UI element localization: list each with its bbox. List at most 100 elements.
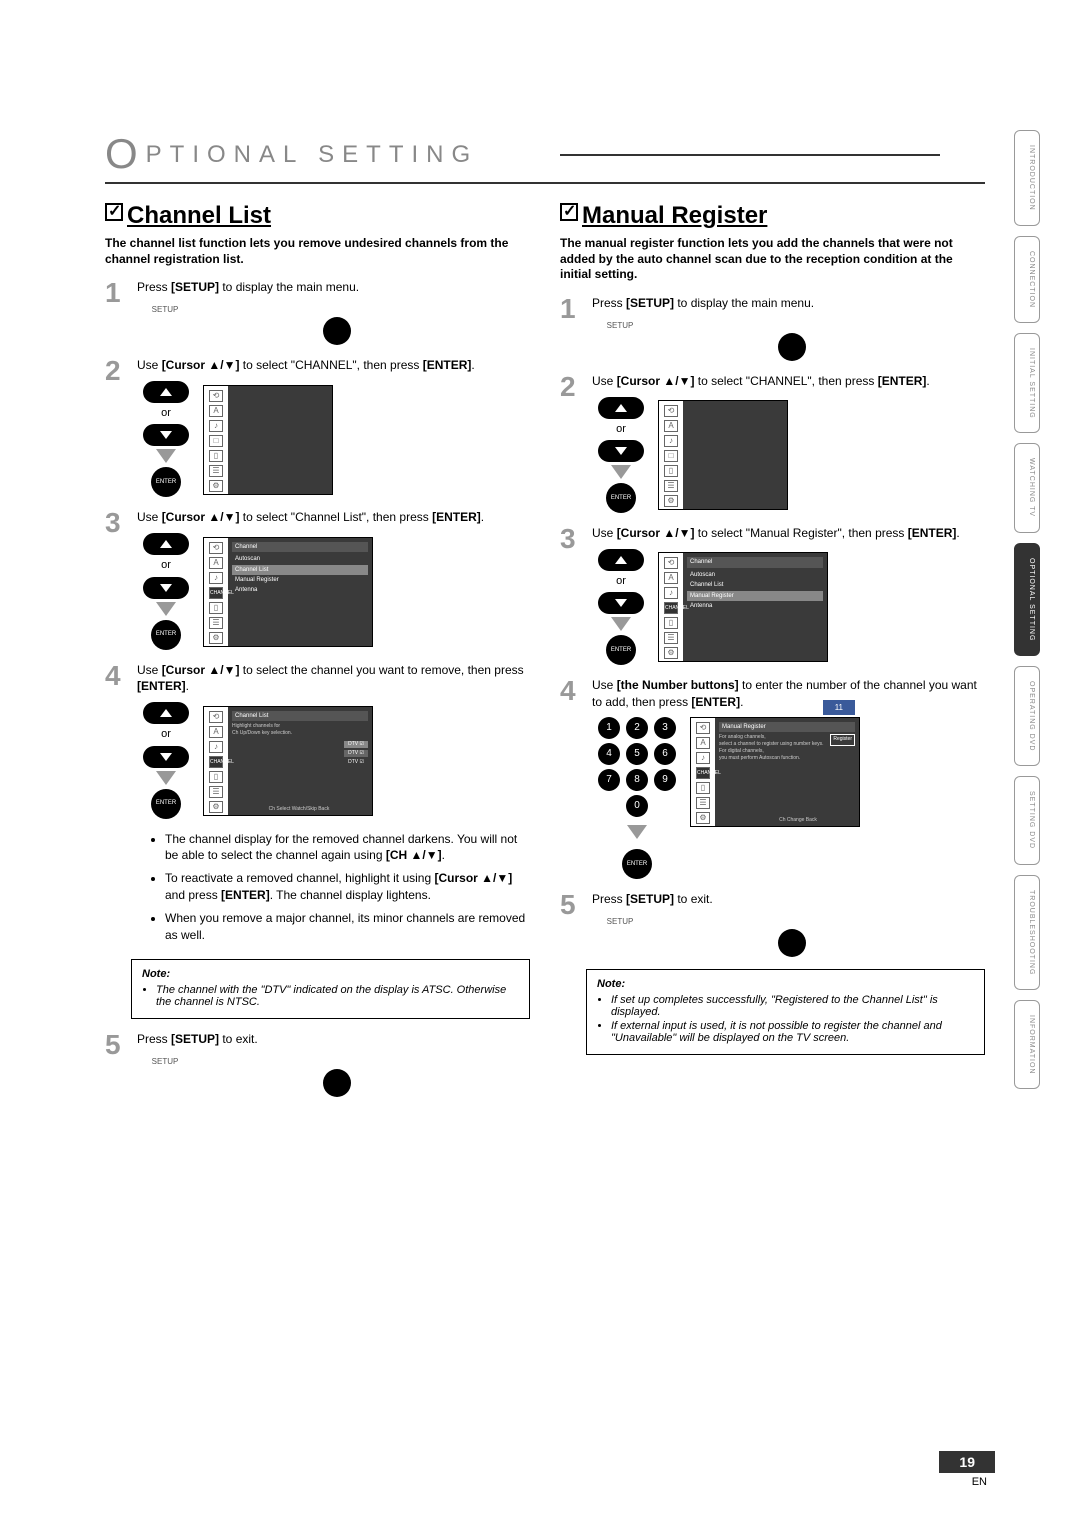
section-header: OPTIONAL SETTING — [105, 130, 985, 184]
checkbox-icon — [105, 203, 123, 221]
step-text: Use [Cursor ▲/▼] to select "CHANNEL", th… — [137, 358, 475, 372]
cursor-buttons-graphic: or ENTER — [598, 396, 644, 515]
channel-menu-screenshot: ⟲A♪CHANNEL▯☰⚙ Channel Autoscan Channel L… — [203, 537, 373, 647]
step-text: Use [Cursor ▲/▼] to select "Channel List… — [137, 510, 484, 524]
step-4: 4 Use [the Number buttons] to enter the … — [560, 677, 985, 881]
step-number: 5 — [560, 891, 582, 959]
tab-connection[interactable]: CONNECTION — [1014, 236, 1040, 323]
cursor-buttons-graphic: or ENTER — [143, 380, 189, 499]
step-number: 2 — [105, 357, 127, 499]
channel-list-section: Channel List The channel list function l… — [105, 202, 530, 1109]
enter-button-icon: ENTER — [622, 849, 652, 879]
page-language: EN — [939, 1476, 987, 1488]
drop-cap: O — [105, 130, 146, 177]
page-footer: 19 EN — [939, 1451, 995, 1488]
step-text: Press [SETUP] to display the main menu. — [137, 280, 359, 294]
menu-screenshot: ⟲A♪□▯☰⚙ — [658, 400, 788, 510]
step-text: Use [Cursor ▲/▼] to select "CHANNEL", th… — [592, 374, 930, 388]
number-pad-graphic: 123 456 789 0 — [598, 717, 676, 817]
setup-button-graphic: SETUP — [143, 304, 530, 345]
setup-label: SETUP — [598, 320, 642, 331]
channel-menu-screenshot: ⟲A♪CHANNEL▯☰⚙ Channel Autoscan Channel L… — [658, 552, 828, 662]
step-3: 3 Use [Cursor ▲/▼] to select "Manual Reg… — [560, 525, 985, 667]
menu-screenshot: ⟲A♪□▯☰⚙ — [203, 385, 333, 495]
setup-button-graphic: SETUP — [598, 916, 985, 957]
manual-register-screenshot: 11 ⟲A♪CHANNEL▯☰⚙ Manual Register For ana… — [690, 717, 860, 827]
step-number: 3 — [560, 525, 582, 667]
cursor-buttons-graphic: or ENTER — [143, 701, 189, 820]
step-4-notes: The channel display for the removed chan… — [153, 831, 530, 944]
channel-list-screenshot: ⟲A♪CHANNEL▯☰⚙ Channel List Highlight cha… — [203, 706, 373, 816]
step-text: Press [SETUP] to exit. — [592, 892, 713, 906]
step-2: 2 Use [Cursor ▲/▼] to select "CHANNEL", … — [560, 373, 985, 515]
step-number: 2 — [560, 373, 582, 515]
step-number: 1 — [105, 279, 127, 347]
step-text: Use [the Number buttons] to enter the nu… — [592, 678, 977, 709]
channel-list-intro: The channel list function lets you remov… — [105, 236, 530, 267]
tab-information[interactable]: INFORMATION — [1014, 1000, 1040, 1089]
step-5: 5 Press [SETUP] to exit. SETUP — [560, 891, 985, 959]
side-tabs: INTRODUCTION CONNECTION INITIAL SETTING … — [1014, 130, 1040, 1089]
or-label: or — [161, 558, 171, 573]
setup-button-icon — [778, 333, 806, 361]
step-4: 4 Use [Cursor ▲/▼] to select the channel… — [105, 662, 530, 950]
manual-register-title: Manual Register — [560, 202, 985, 230]
step-number: 5 — [105, 1031, 127, 1099]
setup-label: SETUP — [143, 304, 187, 315]
channel-number-badge: 11 — [823, 700, 855, 715]
note-title: Note: — [597, 978, 974, 990]
tab-initial-setting[interactable]: INITIAL SETTING — [1014, 333, 1040, 434]
tab-watching-tv[interactable]: WATCHING TV — [1014, 443, 1040, 532]
bullet: When you remove a major channel, its min… — [165, 910, 530, 944]
note-item: If set up completes successfully, "Regis… — [611, 994, 974, 1018]
step-text: Use [Cursor ▲/▼] to select the channel y… — [137, 663, 524, 694]
tab-introduction[interactable]: INTRODUCTION — [1014, 130, 1040, 226]
or-label: or — [616, 422, 626, 437]
setup-button-icon — [323, 317, 351, 345]
step-5: 5 Press [SETUP] to exit. SETUP — [105, 1031, 530, 1099]
enter-button-icon: ENTER — [151, 467, 181, 497]
enter-button-icon: ENTER — [151, 620, 181, 650]
tab-optional-setting[interactable]: OPTIONAL SETTING — [1014, 543, 1040, 656]
setup-label: SETUP — [143, 1056, 187, 1067]
setup-button-icon — [778, 929, 806, 957]
step-number: 4 — [105, 662, 127, 950]
note-item: The channel with the "DTV" indicated on … — [156, 984, 519, 1008]
manual-register-intro: The manual register function lets you ad… — [560, 236, 985, 283]
step-number: 3 — [105, 509, 127, 651]
step-number: 1 — [560, 295, 582, 363]
setup-label: SETUP — [598, 916, 642, 927]
setup-button-graphic: SETUP — [598, 320, 985, 361]
note-box: Note: The channel with the "DTV" indicat… — [131, 959, 530, 1019]
note-title: Note: — [142, 968, 519, 980]
note-item: If external input is used, it is not pos… — [611, 1020, 974, 1044]
cursor-buttons-graphic: or ENTER — [143, 532, 189, 651]
step-1: 1 Press [SETUP] to display the main menu… — [560, 295, 985, 363]
step-text: Press [SETUP] to display the main menu. — [592, 296, 814, 310]
page-number: 19 — [939, 1451, 995, 1473]
header-rule — [560, 154, 940, 156]
enter-button-icon: ENTER — [606, 635, 636, 665]
step-1: 1 Press [SETUP] to display the main menu… — [105, 279, 530, 347]
or-label: or — [161, 406, 171, 421]
setup-button-icon — [323, 1069, 351, 1097]
section-title: PTIONAL SETTING — [146, 141, 478, 168]
channel-list-title: Channel List — [105, 202, 530, 230]
or-label: or — [616, 574, 626, 589]
tab-setting-dvd[interactable]: SETTING DVD — [1014, 776, 1040, 864]
bullet: The channel display for the removed chan… — [165, 831, 530, 865]
cursor-buttons-graphic: or ENTER — [598, 548, 644, 667]
checkbox-icon — [560, 203, 578, 221]
tab-troubleshooting[interactable]: TROUBLESHOOTING — [1014, 875, 1040, 990]
manual-register-section: Manual Register The manual register func… — [560, 202, 985, 1109]
tab-operating-dvd[interactable]: OPERATING DVD — [1014, 666, 1040, 766]
enter-button-icon: ENTER — [606, 483, 636, 513]
or-label: or — [161, 727, 171, 742]
step-text: Press [SETUP] to exit. — [137, 1032, 258, 1046]
bullet: To reactivate a removed channel, highlig… — [165, 870, 530, 904]
setup-button-graphic: SETUP — [143, 1056, 530, 1097]
enter-button-icon: ENTER — [151, 789, 181, 819]
step-2: 2 Use [Cursor ▲/▼] to select "CHANNEL", … — [105, 357, 530, 499]
step-number: 4 — [560, 677, 582, 881]
note-box: Note: If set up completes successfully, … — [586, 969, 985, 1055]
